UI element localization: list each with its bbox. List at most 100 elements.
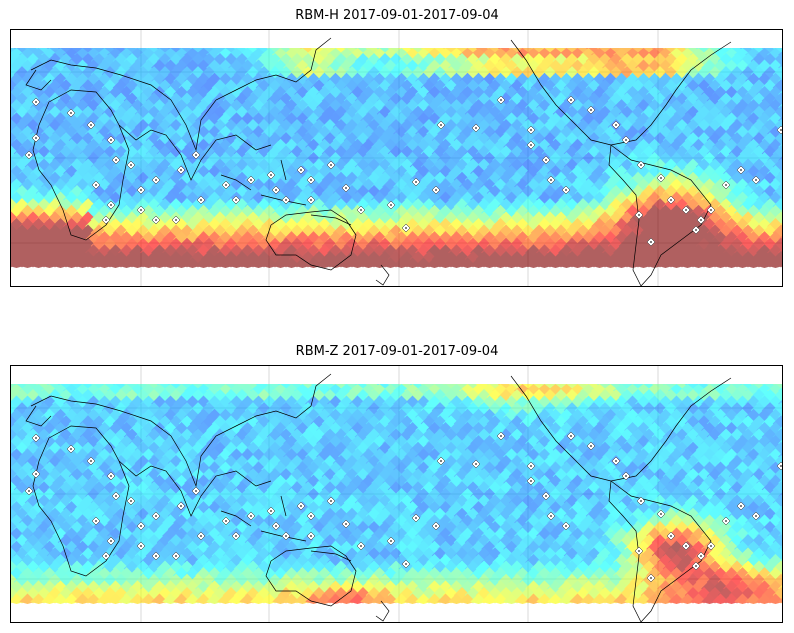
station-icon <box>681 205 691 215</box>
station-icon <box>151 175 161 185</box>
map-panel-z <box>10 365 783 623</box>
station-icon <box>526 125 536 135</box>
station-icon <box>751 175 761 185</box>
station-icon <box>436 120 446 130</box>
station-icon <box>411 177 421 187</box>
station-icon <box>136 521 146 531</box>
station-icon <box>621 135 631 145</box>
station-icon <box>341 519 351 529</box>
station-icon <box>136 541 146 551</box>
station-icon <box>356 205 366 215</box>
station-icon <box>696 551 706 561</box>
station-icon <box>721 180 731 190</box>
station-icon <box>436 456 446 466</box>
station-icon <box>136 185 146 195</box>
station-icon <box>171 215 181 225</box>
station-icon <box>91 516 101 526</box>
station-icon <box>691 225 701 235</box>
station-icon <box>706 541 716 551</box>
station-icon <box>221 516 231 526</box>
stations <box>24 95 782 247</box>
station-icon <box>306 175 316 185</box>
station-icon <box>306 511 316 521</box>
station-icon <box>681 541 691 551</box>
station-icon <box>431 185 441 195</box>
station-icon <box>136 205 146 215</box>
station-icon <box>566 95 576 105</box>
station-icon <box>736 501 746 511</box>
station-icon <box>776 125 782 135</box>
map-h-canvas <box>11 30 782 286</box>
station-icon <box>31 133 41 143</box>
station-icon <box>191 486 201 496</box>
station-icon <box>176 501 186 511</box>
station-icon <box>326 496 336 506</box>
station-icon <box>646 573 656 583</box>
station-icon <box>401 559 411 569</box>
station-icon <box>431 521 441 531</box>
station-icon <box>496 95 506 105</box>
station-icon <box>196 195 206 205</box>
station-icon <box>266 170 276 180</box>
panel-title-h: RBM-H 2017-09-01-2017-09-04 <box>295 8 499 23</box>
station-icon <box>191 150 201 160</box>
station-icon <box>386 200 396 210</box>
station-icon <box>776 461 782 471</box>
station-icon <box>656 173 666 183</box>
map-z-canvas <box>11 366 782 622</box>
coastlines <box>25 37 732 286</box>
station-icon <box>91 180 101 190</box>
station-icon <box>281 531 291 541</box>
station-icon <box>611 120 621 130</box>
station-icon <box>101 551 111 561</box>
station-icon <box>666 195 676 205</box>
station-icon <box>706 205 716 215</box>
station-icon <box>24 486 34 496</box>
station-icon <box>526 140 536 150</box>
map-panel-h <box>10 29 783 287</box>
station-icon <box>691 561 701 571</box>
station-icon <box>266 506 276 516</box>
station-icon <box>171 551 181 561</box>
station-icon <box>126 496 136 506</box>
station-icon <box>231 531 241 541</box>
station-icon <box>541 155 551 165</box>
station-icon <box>496 431 506 441</box>
station-icon <box>341 183 351 193</box>
station-icon <box>106 471 116 481</box>
station-icon <box>126 160 136 170</box>
station-icon <box>586 105 596 115</box>
station-icon <box>246 175 256 185</box>
field-layer <box>11 48 782 268</box>
station-icon <box>566 431 576 441</box>
station-icon <box>246 511 256 521</box>
coastlines <box>25 373 732 622</box>
station-icon <box>176 165 186 175</box>
station-icon <box>634 210 644 220</box>
station-icon <box>31 97 41 107</box>
station-icon <box>66 108 76 118</box>
station-icon <box>151 215 161 225</box>
station-icon <box>611 456 621 466</box>
station-icon <box>561 185 571 195</box>
station-icon <box>471 123 481 133</box>
station-icon <box>751 511 761 521</box>
station-icon <box>111 491 121 501</box>
station-icon <box>636 160 646 170</box>
station-icon <box>296 165 306 175</box>
station-icon <box>24 150 34 160</box>
station-icon <box>586 441 596 451</box>
station-icon <box>231 195 241 205</box>
station-icon <box>471 459 481 469</box>
station-icon <box>271 521 281 531</box>
station-icon <box>151 551 161 561</box>
station-icon <box>546 175 556 185</box>
station-icon <box>666 531 676 541</box>
station-icon <box>281 195 291 205</box>
station-icon <box>151 511 161 521</box>
station-icon <box>356 541 366 551</box>
station-icon <box>306 531 316 541</box>
station-icon <box>271 185 281 195</box>
station-icon <box>106 135 116 145</box>
station-icon <box>111 155 121 165</box>
